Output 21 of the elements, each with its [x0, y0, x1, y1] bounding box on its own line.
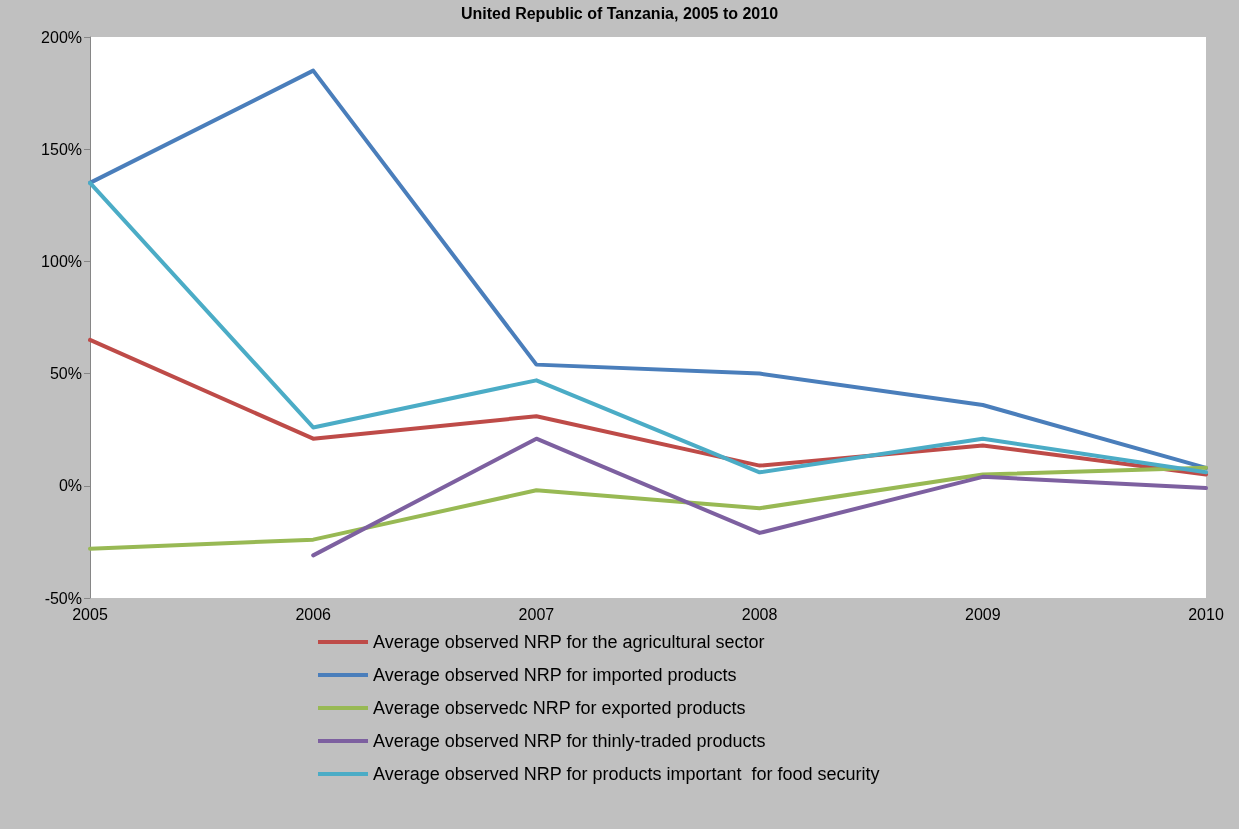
x-tick-label: 2007 [518, 605, 555, 623]
y-tick-label: 0% [58, 477, 82, 495]
legend-label: Average observed NRP for products important for food security [373, 764, 880, 784]
x-tick-label: 2005 [72, 605, 108, 623]
legend-label: Average observed NRP for the agricultural sector [373, 632, 765, 652]
y-tick-label: 200% [41, 28, 82, 46]
legend-label: Average observed NRP for imported products [373, 665, 737, 685]
x-tick-label: 2010 [1188, 605, 1224, 623]
x-tick-label: 2008 [741, 605, 778, 623]
y-tick-label: 150% [41, 140, 82, 158]
line-series [88, 180, 1208, 475]
legend-label: Average observed NRP for thinly-traded products [373, 731, 766, 751]
legend-label: Average observedc NRP for exported products [373, 698, 746, 718]
y-tick-label: 50% [49, 365, 82, 383]
line-series [311, 436, 1208, 558]
y-tick-label: 100% [41, 252, 82, 270]
x-tick-label: 2009 [965, 605, 1001, 623]
x-tick-label: 2006 [295, 605, 332, 623]
chart-title: United Republic of Tanzania, 2005 to 2010 [460, 4, 779, 22]
line-series [88, 465, 1208, 551]
y-tick-label: -50% [44, 589, 82, 607]
